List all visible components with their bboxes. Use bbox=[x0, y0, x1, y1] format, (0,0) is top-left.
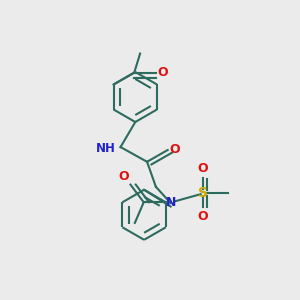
Text: NH: NH bbox=[96, 142, 116, 155]
Text: O: O bbox=[169, 143, 180, 157]
Text: O: O bbox=[198, 210, 208, 224]
Text: O: O bbox=[158, 66, 168, 79]
Text: O: O bbox=[118, 170, 129, 183]
Text: N: N bbox=[165, 196, 176, 209]
Text: S: S bbox=[198, 186, 208, 200]
Text: O: O bbox=[198, 162, 208, 175]
